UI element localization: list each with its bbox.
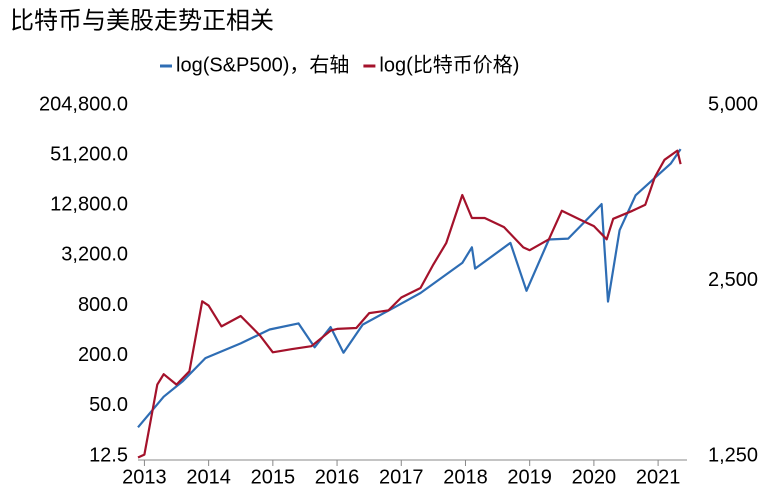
x-tick-label: 2014 — [186, 466, 231, 488]
x-tick-label: 2016 — [315, 466, 360, 488]
y-tick-label: 50.0 — [89, 394, 128, 416]
x-tick-label: 2017 — [379, 466, 424, 488]
legend-label: log(比特币价格) — [379, 53, 519, 76]
y2-tick-label: 1,250 — [708, 444, 758, 466]
x-tick-label: 2018 — [443, 466, 488, 488]
y-tick-label: 12.5 — [89, 444, 128, 466]
series-line — [137, 149, 682, 459]
x-tick-label: 2015 — [251, 466, 296, 488]
x-tick-label: 2021 — [636, 466, 681, 488]
y2-tick-label: 2,500 — [708, 269, 758, 291]
y-tick-label: 3,200.0 — [61, 244, 128, 266]
y-tick-label: 12,800.0 — [50, 194, 128, 216]
legend-label: log(S&P500)，右轴 — [176, 53, 349, 76]
y2-tick-label: 5,000 — [708, 93, 758, 115]
x-tick-label: 2020 — [572, 466, 617, 488]
x-tick-label: 2019 — [507, 466, 552, 488]
y-tick-label: 204,800.0 — [39, 93, 128, 115]
chart-title: 比特币与美股走势正相关 — [10, 7, 274, 34]
y-tick-label: 200.0 — [78, 344, 128, 366]
x-tick-label: 2013 — [122, 466, 167, 488]
series-line — [137, 148, 682, 429]
y-tick-label: 51,200.0 — [50, 143, 128, 165]
y-tick-label: 800.0 — [78, 294, 128, 316]
